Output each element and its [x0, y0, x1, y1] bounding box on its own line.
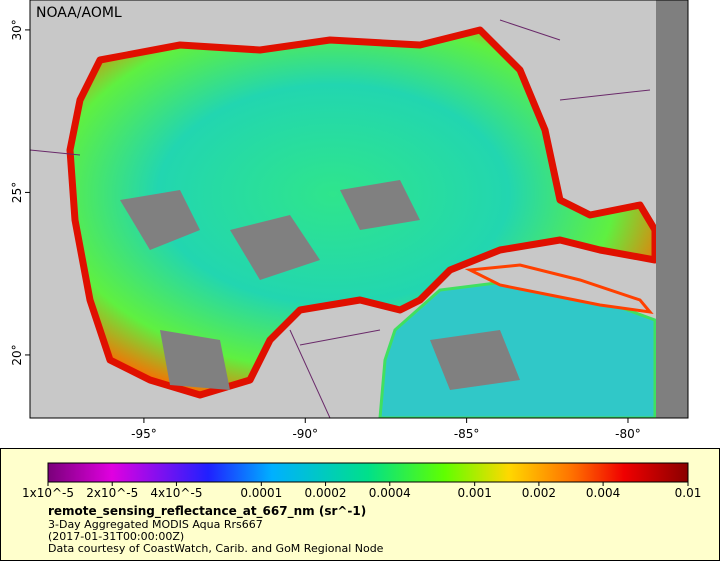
no-data-patches	[120, 180, 520, 390]
lon-tick-label: -90°	[292, 427, 318, 441]
map-area	[30, 0, 688, 418]
colorbar-tick-label: 0.004	[586, 486, 620, 500]
colorbar-tick-label: 0.01	[675, 486, 702, 500]
colorbar-tick-label: 0.001	[457, 486, 491, 500]
caption-line: (2017-01-31T00:00:00Z)	[48, 530, 184, 543]
colorbar-tick-label: 0.0004	[369, 486, 411, 500]
lat-tick-label: 20°	[10, 344, 24, 365]
caption-line: Data courtesy of CoastWatch, Carib. and …	[48, 542, 384, 555]
map-label: NOAA/AOML	[36, 5, 122, 21]
lon-tick-label: -95°	[131, 427, 157, 441]
cuba	[464, 263, 654, 315]
colorbar-tick-label: 4x10^-5	[150, 486, 202, 500]
borders	[30, 19, 651, 418]
caption-line: 3-Day Aggregated MODIS Aqua Rrs667	[48, 518, 263, 531]
colorbar-tick-label: 2x10^-5	[86, 486, 138, 500]
colorbar-tick-label: 0.0002	[305, 486, 347, 500]
no-data-strip	[656, 0, 688, 418]
lat-tick-label: 25°	[10, 182, 24, 203]
colorbar-tick-label: 1x10^-5	[22, 486, 74, 500]
lon-tick-label: -85°	[454, 427, 480, 441]
colorbar-tick-label: 0.0001	[240, 486, 282, 500]
lat-tick-label: 30°	[10, 19, 24, 40]
caption-variable: remote_sensing_reflectance_at_667_nm (sr…	[48, 504, 366, 519]
lon-tick-label: -80°	[615, 427, 641, 441]
map-frame	[29, 0, 689, 419]
colorbar-tick-label: 0.002	[522, 486, 556, 500]
colorbar	[47, 462, 689, 483]
